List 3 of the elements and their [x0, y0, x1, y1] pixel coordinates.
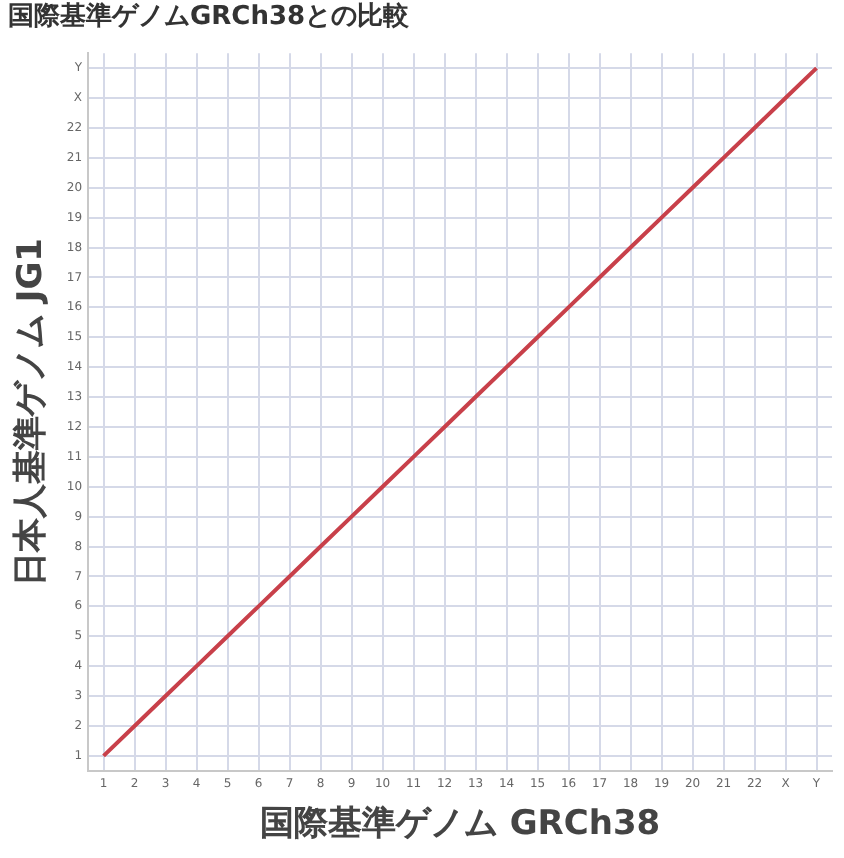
x-axis-title: 国際基準ゲノム GRCh38 — [259, 804, 661, 845]
chart-title: 国際基準ゲノムGRCh38との比較 — [6, 0, 412, 36]
y-axis-title: 日本人基準ゲノム JG1 — [11, 237, 52, 587]
